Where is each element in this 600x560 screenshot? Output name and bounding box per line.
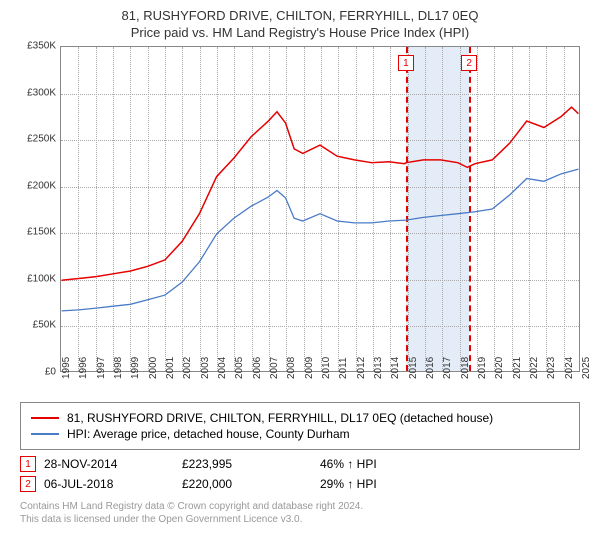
y-tick-label: £0 xyxy=(45,367,56,378)
y-tick-label: £300K xyxy=(27,87,56,98)
legend-item: HPI: Average price, detached house, Coun… xyxy=(31,427,569,441)
line-chart-svg xyxy=(61,47,579,371)
chart-container: 81, RUSHYFORD DRIVE, CHILTON, FERRYHILL,… xyxy=(0,0,600,560)
legend-swatch xyxy=(31,417,59,419)
marker-label: 1 xyxy=(398,55,414,71)
footer-line1: Contains HM Land Registry data © Crown c… xyxy=(20,500,580,513)
chart-area: £0£50K£100K£150K£200K£250K£300K£350K 12 … xyxy=(20,46,580,394)
transaction-marker: 1 xyxy=(20,456,36,472)
transaction-price: £223,995 xyxy=(182,457,312,471)
y-tick-label: £100K xyxy=(27,273,56,284)
footer-line2: This data is licensed under the Open Gov… xyxy=(20,513,580,526)
transaction-date: 06-JUL-2018 xyxy=(44,477,174,491)
legend-label: 81, RUSHYFORD DRIVE, CHILTON, FERRYHILL,… xyxy=(67,411,493,425)
chart-title: 81, RUSHYFORD DRIVE, CHILTON, FERRYHILL,… xyxy=(12,8,588,23)
chart-subtitle: Price paid vs. HM Land Registry's House … xyxy=(12,25,588,40)
y-tick-label: £200K xyxy=(27,180,56,191)
legend: 81, RUSHYFORD DRIVE, CHILTON, FERRYHILL,… xyxy=(20,402,580,450)
plot-area: 12 1995199619971998199920002001200220032… xyxy=(60,46,580,372)
y-tick-label: £150K xyxy=(27,227,56,238)
transaction-marker: 2 xyxy=(20,476,36,492)
transaction-row: 2 06-JUL-2018 £220,000 29% ↑ HPI xyxy=(20,476,580,492)
y-tick-label: £350K xyxy=(27,41,56,52)
transaction-hpi: 29% ↑ HPI xyxy=(320,477,440,491)
footer: Contains HM Land Registry data © Crown c… xyxy=(20,500,580,526)
transaction-row: 1 28-NOV-2014 £223,995 46% ↑ HPI xyxy=(20,456,580,472)
transaction-date: 28-NOV-2014 xyxy=(44,457,174,471)
transaction-price: £220,000 xyxy=(182,477,312,491)
transaction-hpi: 46% ↑ HPI xyxy=(320,457,440,471)
series-property xyxy=(62,107,579,280)
series-hpi xyxy=(62,169,579,311)
legend-item: 81, RUSHYFORD DRIVE, CHILTON, FERRYHILL,… xyxy=(31,411,569,425)
y-tick-label: £50K xyxy=(33,320,56,331)
transactions-table: 1 28-NOV-2014 £223,995 46% ↑ HPI 2 06-JUL-201… xyxy=(20,456,580,492)
marker-label: 2 xyxy=(461,55,477,71)
y-tick-label: £250K xyxy=(27,134,56,145)
legend-label: HPI: Average price, detached house, Coun… xyxy=(67,427,350,441)
legend-swatch xyxy=(31,433,59,435)
